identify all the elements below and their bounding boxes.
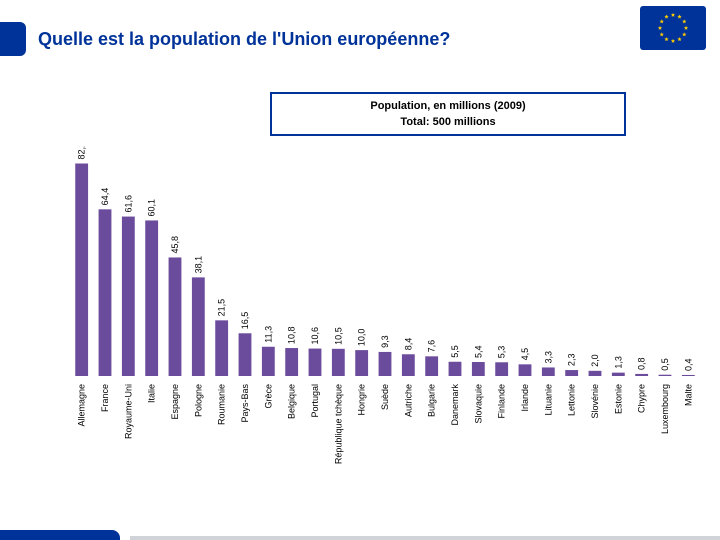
bar-category-label: Italie bbox=[147, 384, 157, 403]
bar-value-label: 2,3 bbox=[567, 354, 577, 367]
footer-line bbox=[130, 536, 720, 540]
bar-value-label: 10,5 bbox=[333, 327, 343, 345]
bar-value-label: 7,6 bbox=[427, 340, 437, 353]
bar-category-label: Pays-Bas bbox=[240, 384, 250, 423]
bar-value-label: 64,4 bbox=[100, 188, 110, 206]
bar bbox=[239, 333, 252, 376]
page-title: Quelle est la population de l'Union euro… bbox=[38, 29, 450, 50]
bar-value-label: 0,4 bbox=[683, 358, 693, 371]
bar bbox=[215, 320, 228, 376]
bar-category-label: Irlande bbox=[520, 384, 530, 412]
title-strip: Quelle est la population de l'Union euro… bbox=[0, 22, 720, 56]
bar-value-label: 10,0 bbox=[357, 329, 367, 347]
bar bbox=[355, 350, 368, 376]
bar-category-label: Chypre bbox=[637, 384, 647, 413]
bar-category-label: Hongrie bbox=[357, 384, 367, 416]
bar-category-label: Luxembourg bbox=[660, 384, 670, 434]
bar bbox=[309, 349, 322, 376]
legend-line1: Population, en millions (2009) bbox=[276, 100, 620, 112]
bar-category-label: Espagne bbox=[170, 384, 180, 420]
bar bbox=[659, 375, 672, 376]
eu-flag-icon bbox=[640, 6, 706, 50]
bar bbox=[495, 362, 508, 376]
bar bbox=[262, 347, 275, 376]
bar-category-label: Lettonie bbox=[567, 384, 577, 416]
bar-category-label: Belgique bbox=[287, 384, 297, 419]
legend-line2: Total: 500 millions bbox=[276, 116, 620, 128]
bar-value-label: 2,0 bbox=[590, 354, 600, 367]
bar bbox=[379, 352, 392, 376]
bar-value-label: 1,3 bbox=[613, 356, 623, 369]
bar bbox=[99, 209, 112, 376]
bar bbox=[589, 371, 602, 376]
bar-value-label: 10,6 bbox=[310, 327, 320, 345]
bar-category-label: Grèce bbox=[263, 384, 273, 409]
bar-category-label: République tchèque bbox=[333, 384, 343, 464]
bar bbox=[402, 354, 415, 376]
bar-category-label: France bbox=[100, 384, 110, 412]
bar-value-label: 5,5 bbox=[450, 345, 460, 358]
bar bbox=[332, 349, 345, 376]
bar bbox=[145, 220, 158, 376]
bar-value-label: 9,3 bbox=[380, 335, 390, 348]
bar-value-label: 60,1 bbox=[147, 199, 157, 217]
bar-category-label: Bulgarie bbox=[427, 384, 437, 417]
bar-category-label: Estonie bbox=[613, 384, 623, 414]
bar-category-label: Pologne bbox=[193, 384, 203, 417]
chart-svg: 82,1 Allemagne 64,4 France 61,6 Royaume-Uni 60… bbox=[70, 146, 700, 516]
bar-value-label: 0,8 bbox=[637, 357, 647, 370]
bar-value-label: 16,5 bbox=[240, 312, 250, 330]
bar bbox=[285, 348, 298, 376]
bar-value-label: 10,8 bbox=[287, 327, 297, 345]
chart-legend: Population, en millions (2009) Total: 50… bbox=[270, 92, 626, 136]
bar-value-label: 21,5 bbox=[217, 299, 227, 317]
slide: Quelle est la population de l'Union euro… bbox=[0, 0, 720, 540]
footer-accent bbox=[0, 530, 120, 540]
bar bbox=[449, 362, 462, 376]
bar-value-label: 3,3 bbox=[543, 351, 553, 364]
slide-body: Population, en millions (2009) Total: 50… bbox=[10, 74, 710, 524]
bar-category-label: Slovaquie bbox=[473, 384, 483, 424]
bar-category-label: Suède bbox=[380, 384, 390, 410]
bar-category-label: Slovénie bbox=[590, 384, 600, 419]
bar-value-label: 11,3 bbox=[263, 326, 273, 343]
bar bbox=[519, 364, 532, 376]
bar-category-label: Allemagne bbox=[77, 384, 87, 427]
bar-value-label: 0,5 bbox=[660, 358, 670, 371]
bar bbox=[472, 362, 485, 376]
bar-value-label: 82,1 bbox=[77, 146, 87, 160]
bar-value-label: 8,4 bbox=[403, 338, 413, 351]
bar bbox=[635, 374, 648, 376]
header: Quelle est la population de l'Union euro… bbox=[0, 0, 720, 74]
bar-category-label: Lituanie bbox=[543, 384, 553, 416]
bar bbox=[122, 217, 135, 376]
bar-category-label: Danemark bbox=[450, 384, 460, 426]
bar-value-label: 38,1 bbox=[193, 256, 203, 274]
bar-value-label: 4,5 bbox=[520, 348, 530, 361]
bar-category-label: Royaume-Uni bbox=[123, 384, 133, 439]
eu-flag-svg bbox=[640, 6, 706, 50]
bar bbox=[425, 356, 438, 376]
bar-value-label: 5,4 bbox=[473, 346, 483, 359]
bar-category-label: Autriche bbox=[403, 384, 413, 417]
footer-bar bbox=[0, 530, 720, 540]
bar-value-label: 61,6 bbox=[123, 195, 133, 213]
title-accent-block bbox=[0, 22, 26, 56]
bar bbox=[612, 373, 625, 376]
bar-category-label: Roumanie bbox=[217, 384, 227, 425]
bar-value-label: 5,3 bbox=[497, 346, 507, 359]
bar bbox=[75, 164, 88, 376]
population-bar-chart: 82,1 Allemagne 64,4 France 61,6 Royaume-Uni 60… bbox=[70, 146, 700, 516]
bar bbox=[542, 367, 555, 376]
bar bbox=[565, 370, 578, 376]
bar bbox=[682, 375, 695, 376]
bar-category-label: Finlande bbox=[497, 384, 507, 419]
bar-category-label: Portugal bbox=[310, 384, 320, 418]
bar-value-label: 45,8 bbox=[170, 236, 180, 254]
bar bbox=[169, 257, 182, 376]
bar bbox=[192, 277, 205, 376]
bar-category-label: Malte bbox=[683, 384, 693, 406]
